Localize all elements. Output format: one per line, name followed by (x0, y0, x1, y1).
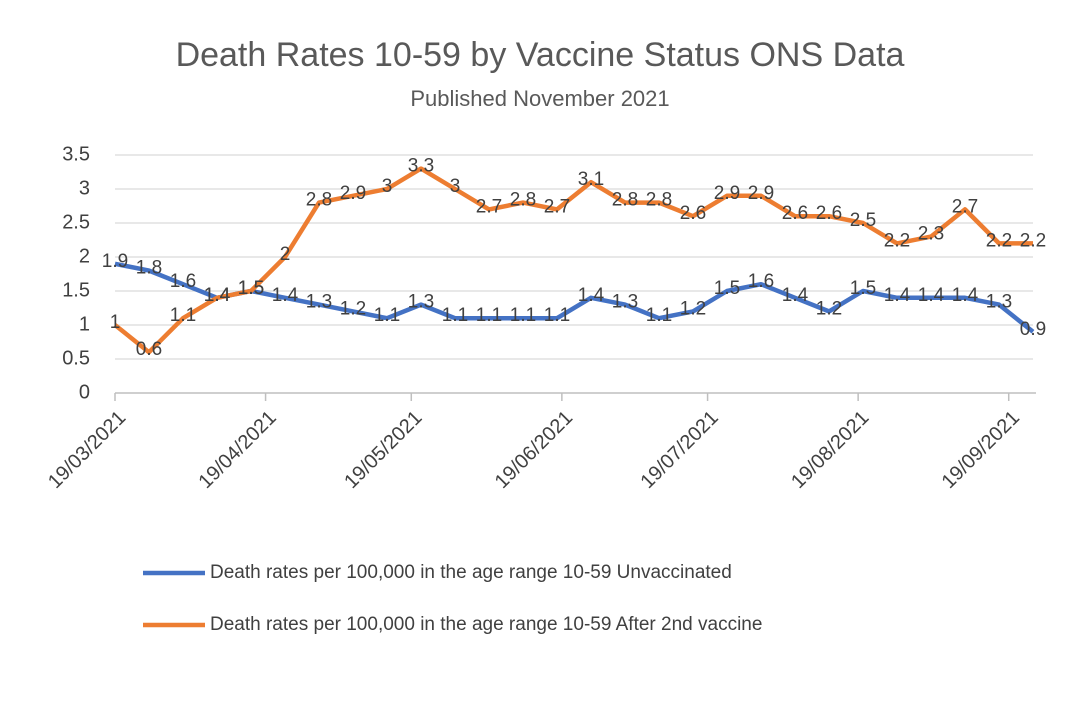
data-label: 1.4 (204, 285, 231, 306)
data-label: 1.4 (272, 285, 299, 306)
x-tick-label: 19/07/2021 (636, 407, 722, 493)
data-label: 3.1 (578, 169, 604, 190)
data-label: 1.1 (374, 305, 400, 326)
data-label: 2.2 (884, 230, 910, 251)
data-label: 1.8 (136, 258, 162, 279)
y-tick-label: 0.5 (62, 347, 90, 369)
data-label: 1.5 (850, 278, 876, 299)
data-label: 2.7 (476, 196, 502, 217)
data-label: 1.4 (782, 285, 809, 306)
data-label: 1.2 (680, 298, 706, 319)
chart-title: Death Rates 10-59 by Vaccine Status ONS … (176, 36, 905, 74)
y-tick-label: 1.5 (62, 279, 90, 301)
data-label: 2.7 (544, 196, 570, 217)
data-label: 0.9 (1020, 319, 1046, 340)
data-label: 1.4 (918, 285, 945, 306)
legend-label: Death rates per 100,000 in the age range… (210, 614, 762, 635)
y-tick-label: 3 (79, 177, 90, 199)
legend-label: Death rates per 100,000 in the age range… (210, 562, 732, 583)
data-label: 0.6 (136, 339, 162, 360)
data-label: 2.8 (646, 190, 672, 211)
data-label: 2.9 (714, 183, 740, 204)
data-label: 1.4 (952, 285, 979, 306)
x-tick-label: 19/05/2021 (340, 407, 426, 493)
x-tick-label: 19/03/2021 (44, 407, 130, 493)
data-label: 2.2 (986, 230, 1012, 251)
data-label: 1.5 (238, 278, 264, 299)
data-label: 2.8 (510, 190, 536, 211)
data-label: 1.3 (986, 292, 1012, 313)
data-label: 1.2 (816, 298, 842, 319)
data-label: 2.7 (952, 196, 978, 217)
data-label: 1.4 (578, 285, 605, 306)
data-label: 2.6 (816, 203, 842, 224)
data-label: 1.4 (204, 285, 231, 306)
data-label: 1.1 (442, 305, 468, 326)
x-tick-label: 19/09/2021 (938, 407, 1024, 493)
data-label: 1.5 (714, 278, 740, 299)
data-label: 1.3 (306, 292, 332, 313)
data-label: 1.1 (170, 305, 196, 326)
chart-subtitle: Published November 2021 (410, 86, 669, 111)
data-label: 1.1 (544, 305, 570, 326)
y-tick-label: 3.5 (62, 143, 90, 165)
data-label: 1.2 (340, 298, 366, 319)
data-label: 3 (450, 176, 461, 197)
y-tick-label: 2.5 (62, 211, 90, 233)
data-label: 1.5 (238, 278, 264, 299)
data-label: 2.5 (850, 210, 876, 231)
data-label: 2 (280, 244, 291, 265)
data-label: 1.9 (102, 251, 128, 272)
x-tick-label: 19/08/2021 (787, 407, 873, 493)
y-tick-label: 0 (79, 381, 90, 403)
data-label: 1.1 (646, 305, 672, 326)
x-tick-label: 19/06/2021 (491, 407, 577, 493)
data-label: 3 (382, 176, 393, 197)
data-label: 1.6 (170, 271, 196, 292)
y-tick-label: 2 (79, 245, 90, 267)
data-label: 2.2 (1020, 230, 1046, 251)
data-label: 1.3 (408, 292, 434, 313)
data-label: 1.6 (748, 271, 774, 292)
series-line (114, 261, 1035, 334)
data-label: 1 (110, 312, 121, 333)
data-label: 2.3 (918, 224, 944, 245)
data-label: 2.6 (782, 203, 808, 224)
y-tick-label: 1 (79, 313, 90, 335)
series-line (113, 166, 1033, 355)
data-label: 2.6 (680, 203, 706, 224)
data-label: 2.9 (748, 183, 774, 204)
data-label: 2.8 (612, 190, 638, 211)
data-label: 3.3 (408, 156, 434, 177)
x-tick-label: 19/04/2021 (194, 407, 280, 493)
data-label: 2.9 (340, 183, 366, 204)
data-label: 1.1 (476, 305, 502, 326)
data-label: 1.1 (510, 305, 536, 326)
data-label: 2.8 (306, 190, 332, 211)
data-label: 1.3 (612, 292, 638, 313)
data-label: 1.4 (884, 285, 911, 306)
